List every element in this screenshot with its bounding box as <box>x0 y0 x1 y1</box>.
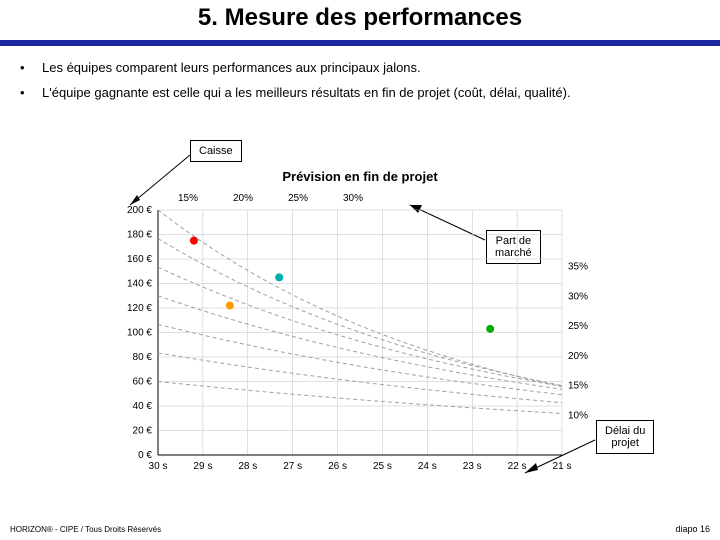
svg-text:200 €: 200 € <box>127 205 152 216</box>
svg-text:20%: 20% <box>233 193 253 204</box>
svg-text:25%: 25% <box>568 321 588 332</box>
svg-text:25%: 25% <box>288 193 308 204</box>
chart-svg: Prévision en fin de projet 15% 20% 25% 30% 0 … <box>110 165 610 495</box>
svg-text:0 €: 0 € <box>138 450 152 461</box>
svg-text:30%: 30% <box>568 291 588 302</box>
svg-text:27 s: 27 s <box>283 461 302 472</box>
bullet-item: L'équipe gagnante est celle qui a les me… <box>20 85 700 100</box>
svg-text:24 s: 24 s <box>418 461 437 472</box>
svg-text:100 €: 100 € <box>127 328 152 339</box>
chart: Prévision en fin de projet 15% 20% 25% 30% 0 … <box>110 165 610 495</box>
svg-text:160 €: 160 € <box>127 254 152 265</box>
callout-caisse: Caisse <box>190 140 242 162</box>
footer-right: diapo 16 <box>675 524 710 534</box>
svg-text:35%: 35% <box>568 262 588 273</box>
svg-text:40 €: 40 € <box>133 401 153 412</box>
svg-text:22 s: 22 s <box>508 461 527 472</box>
svg-text:15%: 15% <box>178 193 198 204</box>
svg-text:10%: 10% <box>568 410 588 421</box>
svg-text:25 s: 25 s <box>373 461 392 472</box>
svg-text:20%: 20% <box>568 351 588 362</box>
svg-text:120 €: 120 € <box>127 303 152 314</box>
svg-text:30 s: 30 s <box>149 461 168 472</box>
svg-text:29 s: 29 s <box>193 461 212 472</box>
svg-text:20 €: 20 € <box>133 426 153 437</box>
svg-text:180 €: 180 € <box>127 230 152 241</box>
svg-text:60 €: 60 € <box>133 377 153 388</box>
svg-text:Prévision en fin de projet: Prévision en fin de projet <box>282 169 438 184</box>
bullet-item: Les équipes comparent leurs performances… <box>20 60 700 75</box>
footer-left: HORIZON® - CIPE / Tous Droits Réservés <box>10 525 161 534</box>
svg-text:28 s: 28 s <box>238 461 257 472</box>
bullet-list: Les équipes comparent leurs performances… <box>0 46 720 116</box>
svg-text:26 s: 26 s <box>328 461 347 472</box>
svg-text:23 s: 23 s <box>463 461 482 472</box>
svg-text:15%: 15% <box>568 381 588 392</box>
slide-title: 5. Mesure des performances <box>0 0 720 40</box>
svg-text:140 €: 140 € <box>127 279 152 290</box>
svg-text:30%: 30% <box>343 193 363 204</box>
svg-text:21 s: 21 s <box>553 461 572 472</box>
svg-text:80 €: 80 € <box>133 352 153 363</box>
